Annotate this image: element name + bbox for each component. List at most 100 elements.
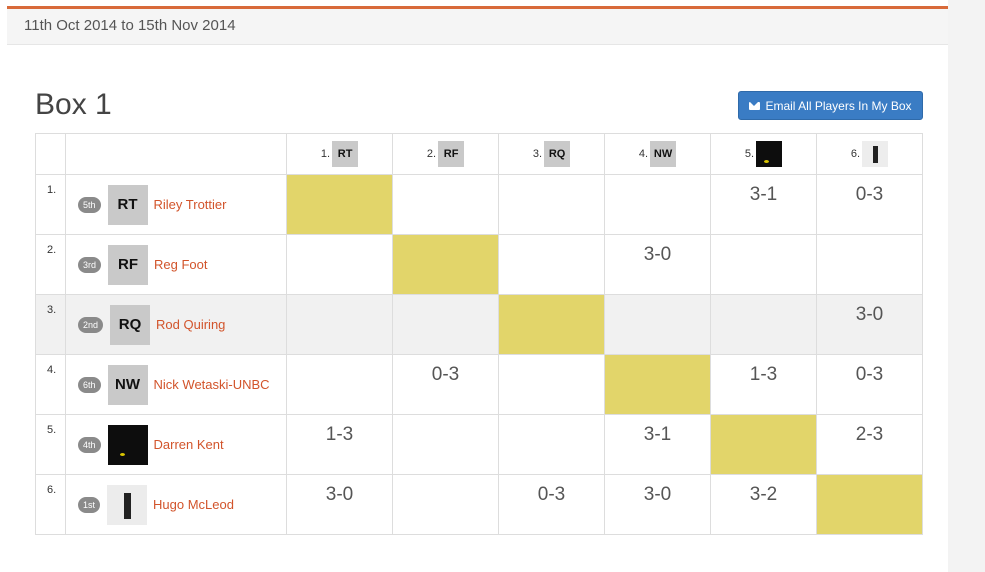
row-number: 4. <box>35 354 66 415</box>
avatar-initials: RQ <box>548 148 566 160</box>
rank-badge: 1st <box>78 496 101 513</box>
avatar-row-3: RQ <box>110 304 151 345</box>
player-silhouette-icon <box>123 492 131 519</box>
score-cell: 3-0 <box>604 234 711 295</box>
score-cell <box>498 414 605 475</box>
avatar-initials: RF <box>118 256 139 273</box>
player-name-link[interactable]: Riley Trottier <box>153 197 227 212</box>
score-cell <box>498 354 605 415</box>
avatar-initials: RT <box>117 196 138 213</box>
panel-heading: 11th Oct 2014 to 15th Nov 2014 <box>7 9 948 45</box>
avatar-row-1: RT <box>107 184 148 225</box>
score-cell <box>392 414 499 475</box>
rank-badge: 5th <box>78 196 101 213</box>
player-cell: 3rd RF Reg Foot <box>65 234 287 295</box>
column-header-5: 5. <box>710 133 817 175</box>
envelope-icon <box>749 101 761 110</box>
table-row: 3. 2nd RQ Rod Quiring 3-0 <box>35 294 923 355</box>
score-cell: 3-2 <box>710 474 817 535</box>
player-cell: 5th RT Riley Trottier <box>65 174 287 235</box>
score-cell: 3-0 <box>816 294 923 355</box>
email-button-label: Email All Players In My Box <box>765 98 912 113</box>
self-match-cell <box>710 414 817 475</box>
column-number: 4. <box>638 148 649 160</box>
score-cell <box>286 234 393 295</box>
self-match-cell <box>604 354 711 415</box>
table-row: 4. 6th NW Nick Wetaski-UNBC 0-3 1-3 0-3 <box>35 354 923 415</box>
avatar-initials: NW <box>653 148 673 160</box>
row-number: 5. <box>35 414 66 475</box>
avatar-initials: RF <box>443 148 459 160</box>
column-number: 3. <box>532 148 543 160</box>
column-header-content: 1. RT <box>287 141 392 167</box>
score-cell: 0-3 <box>392 354 499 415</box>
rank-badge: 6th <box>78 376 101 393</box>
column-header-2: 2. RF <box>392 133 499 175</box>
table-row: 1. 5th RT Riley Trottier 3-1 0-3 <box>35 174 923 235</box>
column-header-content: 5. <box>711 141 816 167</box>
player-info: 3rd RF Reg Foot <box>78 244 286 285</box>
score-cell: 1-3 <box>286 414 393 475</box>
column-header-content: 4. NW <box>605 141 710 167</box>
player-info: 4th Darren Kent <box>78 424 286 465</box>
self-match-cell <box>392 234 499 295</box>
score-cell: 0-3 <box>498 474 605 535</box>
ball-icon <box>119 453 125 457</box>
self-match-cell <box>816 474 923 535</box>
player-info: 6th NW Nick Wetaski-UNBC <box>78 364 286 405</box>
avatar-initials: NW <box>115 376 141 393</box>
date-range: 11th Oct 2014 to 15th Nov 2014 <box>24 17 236 34</box>
score-cell <box>392 174 499 235</box>
avatar-initials: RT <box>337 148 353 160</box>
column-header-1: 1. RT <box>286 133 393 175</box>
score-cell: 3-1 <box>710 174 817 235</box>
score-cell <box>392 294 499 355</box>
player-name-link[interactable]: Darren Kent <box>153 437 224 452</box>
box-title: Box 1 <box>35 88 112 121</box>
column-number: 2. <box>426 148 437 160</box>
player-name-link[interactable]: Rod Quiring <box>156 317 226 332</box>
avatar-col-6 <box>862 141 889 167</box>
column-number: 5. <box>744 148 755 160</box>
score-cell: 3-0 <box>604 474 711 535</box>
player-name-link[interactable]: Nick Wetaski-UNBC <box>153 377 270 392</box>
player-info: 2nd RQ Rod Quiring <box>78 304 286 345</box>
player-cell: 2nd RQ Rod Quiring <box>65 294 287 355</box>
self-match-cell <box>286 174 393 235</box>
player-cell: 6th NW Nick Wetaski-UNBC <box>65 354 287 415</box>
score-cell: 3-1 <box>604 414 711 475</box>
score-cell: 0-3 <box>816 354 923 415</box>
player-silhouette-icon <box>873 146 878 164</box>
player-name-link[interactable]: Hugo McLeod <box>153 497 234 512</box>
email-all-players-button[interactable]: Email All Players In My Box <box>738 91 923 120</box>
box-results-table: 1. RT 2. RF 3. RQ 4. NW 5. 6. 1. 5th RT Riley Trotti… <box>35 133 923 535</box>
avatar-row-4: NW <box>107 364 148 405</box>
rank-badge: 3rd <box>78 256 102 273</box>
score-cell <box>498 174 605 235</box>
self-match-cell <box>498 294 605 355</box>
column-header-3: 3. RQ <box>498 133 605 175</box>
table-row: 2. 3rd RF Reg Foot 3-0 <box>35 234 923 295</box>
header-corner-name <box>65 133 287 175</box>
ball-icon <box>763 159 769 163</box>
column-header-content: 2. RF <box>393 141 498 167</box>
player-info: 1st Hugo McLeod <box>78 484 286 525</box>
score-cell <box>710 294 817 355</box>
column-header-content: 6. <box>817 141 922 167</box>
table-row: 5. 4th Darren Kent 1-3 3-1 2-3 <box>35 414 923 475</box>
avatar-initials: RQ <box>118 316 142 333</box>
player-name-link[interactable]: Reg Foot <box>154 257 208 272</box>
player-info: 5th RT Riley Trottier <box>78 184 286 225</box>
row-number: 1. <box>35 174 66 235</box>
score-cell <box>286 354 393 415</box>
column-number: 1. <box>320 148 331 160</box>
table-header-row: 1. RT 2. RF 3. RQ 4. NW 5. 6. <box>35 133 923 175</box>
table-row: 6. 1st Hugo McLeod 3-0 0-3 3-0 3-2 <box>35 474 923 535</box>
box-panel: 11th Oct 2014 to 15th Nov 2014 Box 1 Ema… <box>7 0 948 572</box>
column-header-6: 6. <box>816 133 923 175</box>
score-cell <box>816 234 923 295</box>
score-cell <box>392 474 499 535</box>
header-corner-num <box>35 133 66 175</box>
player-cell: 1st Hugo McLeod <box>65 474 287 535</box>
score-cell: 2-3 <box>816 414 923 475</box>
